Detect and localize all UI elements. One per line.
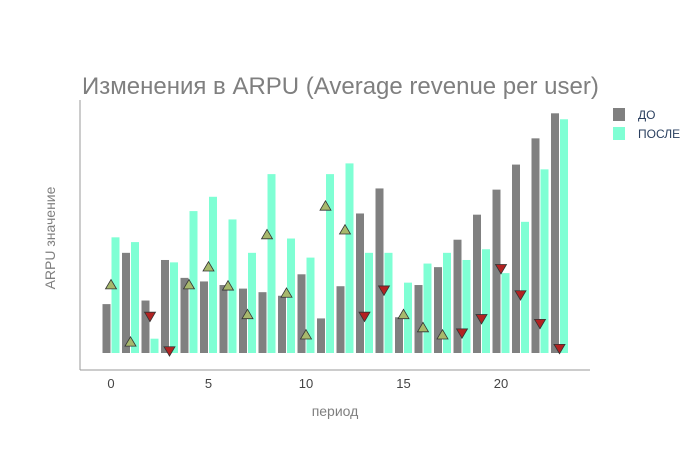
marker-increase-6 [221,279,235,291]
bar-after-13 [365,252,373,353]
y-axis-title: ARPU значение [42,186,58,289]
bar-before-20 [492,189,501,353]
bar-after-10 [306,257,315,353]
bar-after-0 [111,237,120,353]
bar-before-17 [434,267,442,353]
x-axis-title: период [312,403,359,419]
bar-after-14 [384,252,393,353]
bar-before-5 [200,281,208,353]
chart-title: Изменения в ARPU (Average revenue per us… [82,73,599,100]
bar-before-10 [297,274,306,353]
bar-before-22 [531,138,540,353]
marker-increase-16 [416,321,430,333]
bar-before-13 [356,213,364,353]
bar-after-17 [443,252,451,353]
marker-increase-8 [260,228,274,240]
bar-after-8 [267,174,276,353]
x-tick-label-5: 5 [205,376,212,391]
bar-after-18 [462,259,471,353]
marker-decrease-2 [143,311,157,323]
bar-after-22 [540,169,549,353]
bar-before-6 [219,285,228,353]
x-tick-label-0: 0 [107,376,114,391]
marker-decrease-21 [514,290,527,301]
x-tick-labels: 0 5 10 15 20 [107,376,508,391]
bar-after-16 [423,263,432,353]
bar-after-4 [189,211,198,353]
bar-after-7 [248,252,256,353]
marker-increase-17 [436,328,449,340]
marker-decrease-19 [475,314,488,325]
bar-after-5 [209,196,217,353]
bar-before-7 [239,288,247,353]
marker-increase-15 [397,308,410,320]
marker-increase-11 [319,200,332,211]
bar-before-3 [161,259,169,353]
x-tick-label-15: 15 [396,376,410,391]
bar-before-8 [258,292,267,353]
bar-before-15 [395,317,403,353]
bar-after-6 [228,219,237,353]
legend-item-before[interactable]: ДО [613,108,655,122]
bar-after-2 [150,338,159,353]
marker-decrease-13 [358,311,371,323]
bar-after-23 [560,119,568,354]
marker-increase-12 [338,223,352,235]
legend-swatch-after [613,127,625,140]
bar-before-23 [551,113,559,354]
marker-increase-4 [182,278,196,290]
marker-decrease-20 [494,264,508,275]
bar-before-4 [180,277,189,353]
bar-after-20 [501,273,510,353]
marker-increase-10 [299,328,313,340]
legend-label-before: ДО [638,108,655,122]
legend-label-after: ПОСЛЕ [638,127,680,141]
marker-decrease-18 [455,328,469,340]
bar-before-2 [141,300,150,353]
marker-decrease-23 [553,343,566,355]
marker-increase-5 [202,260,215,272]
marker-decrease-22 [533,318,547,330]
marker-increase-9 [280,287,293,298]
bar-after-19 [482,249,490,353]
legend[interactable]: ДО ПОСЛЕ [613,108,680,141]
bar-before-14 [375,188,384,353]
marker-increase-0 [104,278,118,290]
bar-before-9 [278,295,286,353]
marker-increase-7 [241,308,254,320]
bar-before-1 [122,252,130,353]
x-tick-label-10: 10 [299,376,313,391]
bar-before-16 [414,285,423,353]
bar-after-3 [170,262,178,353]
x-tick-label-20: 20 [494,376,508,391]
legend-item-after[interactable]: ПОСЛЕ [613,127,680,141]
marker-increase-1 [124,335,137,347]
bar-before-11 [317,318,325,353]
plot-area [102,113,568,357]
marker-decrease-14 [377,285,391,297]
bar-before-0 [102,304,111,353]
bar-after-21 [521,221,529,353]
bar-before-21 [512,164,520,353]
bar-before-12 [336,286,345,353]
bar-after-12 [345,163,354,353]
bar-after-11 [326,174,334,353]
bar-after-1 [131,242,139,353]
bar-before-18 [453,239,462,353]
marker-decrease-3 [163,346,176,357]
legend-swatch-before [613,108,625,121]
bar-before-19 [473,214,481,353]
